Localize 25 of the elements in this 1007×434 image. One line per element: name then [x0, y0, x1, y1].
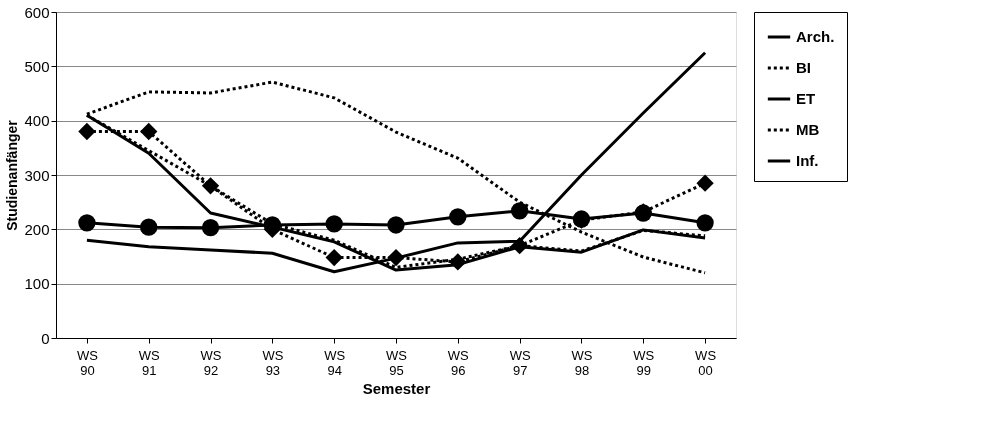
- y-tick-label: 500: [24, 57, 50, 75]
- y-tick-label: 200: [24, 220, 50, 238]
- legend-label: ET: [796, 90, 816, 107]
- legend-label: Arch.: [796, 28, 835, 45]
- y-tick-label: 600: [24, 3, 50, 21]
- y-tick-label: 400: [24, 112, 50, 130]
- y-tick-label: 0: [41, 329, 50, 347]
- x-tick-label: WS 97: [509, 347, 531, 378]
- x-tick-label: WS 94: [324, 347, 346, 378]
- y-tick-label: 300: [24, 166, 50, 184]
- y-tick-label: 100: [24, 275, 50, 293]
- x-tick-label: WS 91: [138, 347, 161, 378]
- legend-label: MB: [796, 121, 820, 138]
- x-tick-label: WS 99: [633, 347, 655, 378]
- x-tick-label: WS 98: [571, 347, 593, 378]
- x-tick-label: WS 95: [386, 347, 408, 378]
- legend-label: Inf.: [796, 152, 819, 169]
- x-tick-label: WS 96: [447, 347, 470, 378]
- x-tick-label: WS 90: [76, 347, 99, 378]
- x-tick-label: WS 00: [695, 347, 717, 378]
- legend-label: BI: [796, 59, 811, 76]
- x-tick-label: WS 93: [262, 347, 284, 378]
- x-axis-title: Semester: [362, 379, 431, 397]
- x-tick-label: WS 92: [200, 347, 222, 378]
- y-axis-title: Studienanfänger: [4, 119, 21, 231]
